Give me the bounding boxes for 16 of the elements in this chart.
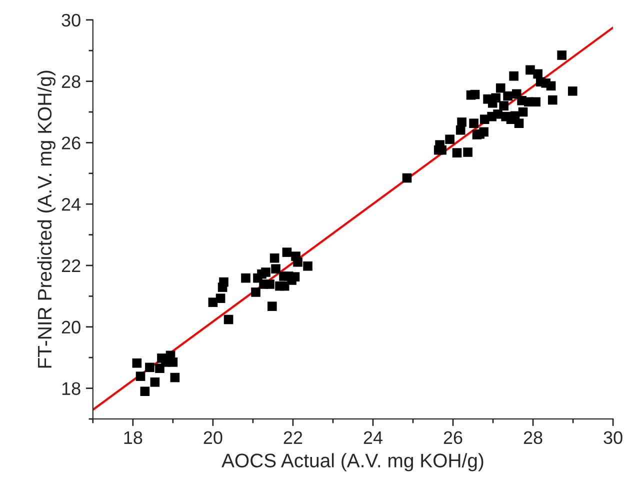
y-tick-label: 24: [62, 198, 81, 211]
y-tick-label: 30: [62, 14, 80, 27]
x-tick-label: 20: [204, 431, 222, 444]
y-axis-title: FT-NIR Predicted (A.V. mg KOH/g): [37, 70, 56, 368]
y-tick-label: 18: [62, 382, 80, 395]
y-tick-label: 22: [62, 259, 80, 272]
x-tick-label: 28: [524, 431, 542, 444]
y-tick-label: 28: [62, 75, 80, 88]
x-axis-title: AOCS Actual (A.V. mg KOH/g): [222, 453, 484, 472]
x-tick-label: 18: [124, 431, 142, 444]
x-tick-label: 22: [284, 431, 302, 444]
x-tick-label: 26: [444, 431, 462, 444]
x-tick-label: 30: [604, 431, 622, 444]
y-tick-label: 26: [62, 136, 80, 150]
y-tick-label: 20: [62, 320, 80, 334]
x-tick-label: 24: [364, 431, 382, 444]
